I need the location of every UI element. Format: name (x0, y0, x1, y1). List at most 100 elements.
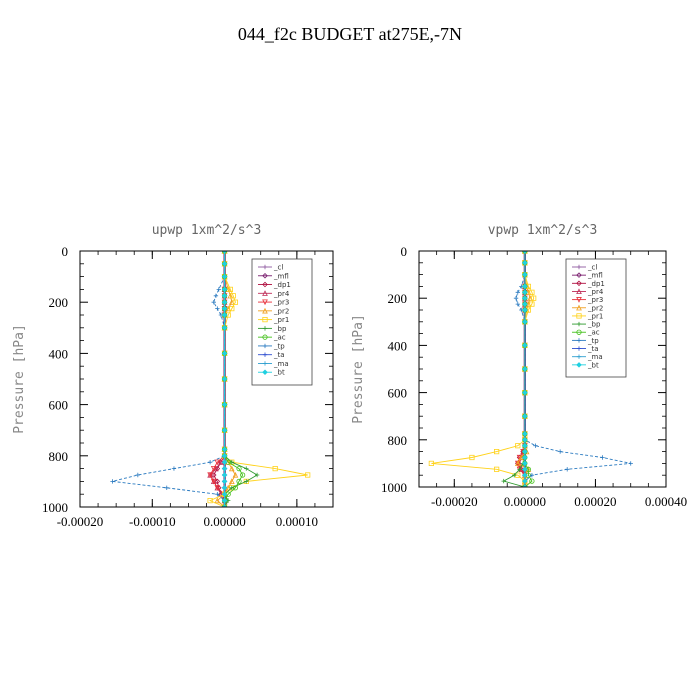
data-point-bt (221, 251, 228, 254)
legend-label: _pr3 (587, 296, 603, 304)
data-point-tp (515, 290, 520, 295)
legend-marker-pr2 (262, 307, 268, 314)
y-tick-label: 1000 (42, 500, 68, 515)
data-point-bt (522, 271, 528, 278)
data-point-pr1 (531, 295, 537, 301)
y-axis-label: Pressure [hPa] (12, 324, 27, 434)
data-point-bp (517, 467, 522, 472)
data-point-tp (600, 455, 605, 460)
legend-marker-cl (262, 264, 268, 270)
data-point-bp (501, 478, 506, 484)
y-tick-label: 800 (49, 449, 69, 464)
data-point-tp (211, 300, 216, 305)
legend-label: _pr2 (273, 307, 289, 315)
data-point-bt (221, 273, 228, 280)
legend-label: _ac (273, 334, 286, 342)
legend-box (251, 258, 313, 386)
data-point-ac (240, 472, 246, 478)
data-point-bt (522, 413, 528, 419)
legend-label: _tp (587, 337, 599, 345)
y-tick-label: 800 (388, 433, 408, 448)
legend-marker-mfl (576, 272, 582, 278)
data-point-pr3 (214, 459, 221, 466)
legend-marker-tp (576, 338, 582, 343)
data-point-tp (565, 467, 570, 472)
data-point-dp1 (214, 478, 221, 485)
legend-box (565, 258, 627, 378)
legend-marker-pr1 (576, 313, 582, 319)
legend-marker-pr4 (576, 288, 582, 295)
data-point-tp (215, 492, 220, 497)
data-point-pr1 (230, 293, 236, 299)
legend-marker-ta (262, 352, 268, 357)
legend-label: _bt (273, 369, 285, 377)
data-point-bt (221, 312, 228, 318)
legend-marker-pr1 (262, 317, 268, 323)
series-line-tp (112, 251, 226, 507)
plot-frame (418, 250, 667, 488)
legend: _cl_mfl_dp1_pr4_pr3_pr2_pr1_bp_ac_tp_ta_… (565, 258, 627, 378)
data-point-pr1 (469, 454, 475, 461)
x-tick-label: 0.00020 (574, 494, 616, 509)
legend-marker-dp1 (262, 281, 268, 288)
legend-label: _cl (587, 264, 597, 272)
data-point-tp (215, 306, 220, 311)
data-point-pr2 (227, 292, 234, 299)
data-point-bt (522, 289, 528, 296)
data-point-pr1 (494, 466, 500, 472)
y-tick-label: 400 (49, 346, 69, 361)
data-point-bp (244, 466, 249, 471)
data-point-pr1 (529, 301, 535, 307)
legend-marker-pr3 (262, 299, 268, 306)
plot-frame (79, 250, 334, 508)
data-point-pr3 (210, 465, 217, 472)
y-tick-label: 1000 (381, 480, 407, 495)
data-point-pr2 (214, 497, 221, 504)
panel-vpwp: vpwp 1xm^2/s^3 Pressure [hPa] 0 200 400 600 80… (351, 223, 687, 509)
data-point-bp (512, 473, 517, 478)
data-point-pr1 (305, 472, 311, 478)
legend-marker-bt (262, 369, 268, 375)
data-point-bt (221, 293, 228, 299)
legend-label: _pr3 (273, 299, 289, 307)
chart-title: vpwp 1xm^2/s^3 (488, 223, 598, 238)
data-point-bp (254, 472, 260, 478)
data-point-pr1 (272, 465, 278, 472)
data-point-pr1 (207, 497, 213, 504)
series-line-pr1 (431, 251, 535, 487)
legend-label: _pr4 (273, 290, 290, 298)
data-point-bt (522, 431, 528, 437)
panel-upwp: upwp 1xm^2/s^3 Pressure [hPa] 0 200 400 600 80… (12, 223, 334, 529)
data-point-bt (221, 478, 228, 485)
legend-marker-bt (576, 362, 582, 368)
data-point-bt (221, 465, 228, 472)
legend-label: _ta (273, 351, 285, 359)
y-tick-label: 200 (388, 291, 408, 306)
data-point-pr1 (515, 443, 521, 449)
data-point-pr2 (228, 478, 235, 485)
data-point-pr2 (514, 460, 521, 467)
plot-area (110, 251, 311, 507)
data-point-pr2 (232, 471, 239, 478)
data-point-bt (522, 460, 528, 467)
legend-label: _bp (587, 321, 601, 329)
plot-area (428, 251, 633, 487)
legend-label: _pr1 (587, 312, 603, 320)
legend-marker-ma (576, 354, 582, 359)
data-point-tp (216, 287, 221, 292)
legend-marker-bp (576, 321, 582, 327)
legend-marker-dp1 (576, 280, 582, 287)
legend-label: _dp1 (273, 281, 291, 289)
data-point-tp (515, 301, 520, 307)
y-axis-label: Pressure [hPa] (351, 314, 366, 424)
data-point-bt (221, 261, 228, 267)
x-tick-label: 0.00000 (203, 514, 245, 529)
data-point-bt (221, 485, 228, 491)
legend-label: _pr1 (273, 316, 289, 324)
y-tick-label: 400 (388, 338, 408, 353)
data-point-pr3 (207, 472, 213, 479)
data-point-bt (221, 401, 228, 408)
legend-marker-tp (262, 343, 268, 349)
data-point-pr1 (232, 299, 239, 305)
y-tick-label: 200 (49, 295, 69, 310)
